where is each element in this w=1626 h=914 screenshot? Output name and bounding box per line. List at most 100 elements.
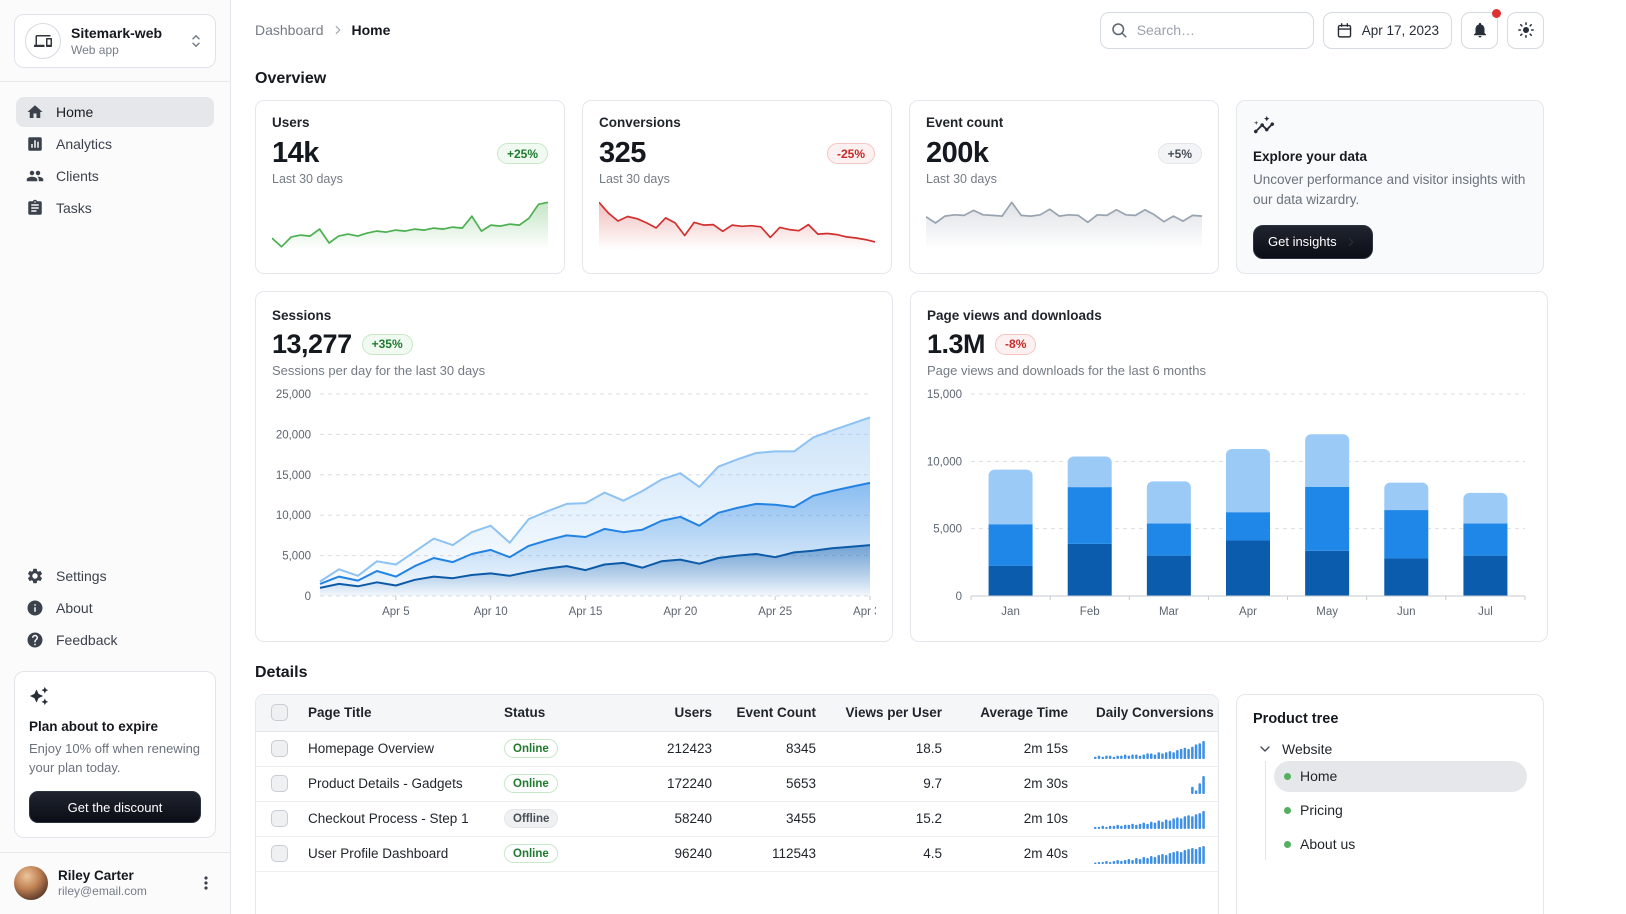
get-insights-button[interactable]: Get insights	[1253, 224, 1373, 259]
sessions-chart-card: Sessions 13,277 +35% Sessions per day fo…	[255, 290, 893, 642]
svg-text:Feb: Feb	[1080, 606, 1100, 618]
unfold-icon	[187, 32, 205, 50]
svg-text:0: 0	[956, 591, 962, 603]
col-event-count: Event Count	[736, 705, 817, 720]
svg-text:20,000: 20,000	[276, 429, 311, 441]
plan-card-title: Plan about to expire	[29, 719, 159, 735]
sidebar-item-tasks[interactable]: Tasks	[16, 193, 214, 223]
user-avatar	[14, 866, 48, 900]
tree-node-website[interactable]: Website	[1257, 741, 1527, 757]
row-checkbox[interactable]	[270, 845, 288, 862]
sidebar-divider	[0, 81, 230, 82]
sidebar-item-clients[interactable]: Clients	[16, 161, 214, 191]
cell-views-per-user: 4.5	[923, 846, 942, 861]
stat-value: 14k	[272, 137, 319, 169]
details-heading: Details	[255, 663, 308, 681]
notifications-button[interactable]	[1461, 11, 1498, 49]
get-discount-button[interactable]: Get the discount	[29, 791, 201, 823]
svg-text:15,000: 15,000	[276, 469, 311, 481]
cell-views-per-user: 9.7	[923, 776, 942, 791]
overview-heading: Overview	[255, 70, 327, 87]
cell-users: 212423	[666, 741, 712, 756]
tasks-icon	[26, 199, 44, 217]
daily-conversions-sparkline	[1084, 809, 1218, 829]
search-input[interactable]	[1099, 11, 1314, 49]
cell-average-time: 2m 15s	[1023, 741, 1068, 756]
cell-average-time: 2m 40s	[1023, 846, 1068, 861]
gear-icon	[26, 567, 44, 585]
cell-page-title: Product Details - Gadgets	[308, 776, 463, 791]
table-row: Product Details - Gadgets Online 172240 …	[256, 767, 1218, 802]
user-row: Riley Carter riley@email.com	[0, 852, 230, 902]
tree-item-home[interactable]: Home	[1274, 760, 1527, 792]
select-all-checkbox[interactable]	[270, 704, 288, 721]
tree-children: Home Pricing About us	[1265, 760, 1527, 860]
stat-card-conversions: Conversions 325 -25% Last 30 days	[582, 100, 892, 274]
pageviews-title: Page views and downloads	[927, 307, 1102, 323]
plan-card-body: Enjoy 10% off when renewing your plan to…	[29, 741, 201, 776]
main-content: Dashboard Home Apr 17, 2023	[231, 0, 1626, 914]
help-icon	[26, 631, 44, 649]
col-daily-conversions: Daily Conversions	[1096, 705, 1214, 720]
details-row: Page Title Status Users Event Count View…	[255, 693, 1544, 914]
svg-text:Apr: Apr	[1239, 606, 1257, 618]
user-name: Riley Carter	[58, 868, 134, 883]
svg-text:25,000: 25,000	[276, 389, 311, 401]
search-icon	[1110, 21, 1128, 39]
cell-views-per-user: 18.5	[915, 741, 942, 756]
svg-text:Apr 5: Apr 5	[382, 606, 410, 618]
breadcrumb-dashboard[interactable]: Dashboard	[255, 22, 324, 38]
home-icon	[26, 103, 44, 121]
sparkline-chart	[598, 196, 876, 250]
row-checkbox[interactable]	[270, 810, 288, 827]
insights-icon	[1253, 115, 1275, 137]
sparkline-chart	[271, 196, 549, 250]
calendar-icon	[1336, 22, 1353, 39]
breadcrumb: Dashboard Home	[255, 22, 390, 38]
tree-item-about-us[interactable]: About us	[1274, 829, 1527, 860]
user-menu-button[interactable]	[196, 873, 216, 893]
plan-expiry-card: Plan about to expire Enjoy 10% off when …	[14, 671, 216, 838]
svg-text:Jun: Jun	[1397, 606, 1416, 618]
row-checkbox[interactable]	[270, 775, 288, 792]
sidebar-item-feedback[interactable]: Feedback	[16, 625, 214, 655]
svg-text:Apr 15: Apr 15	[569, 606, 603, 618]
svg-text:Apr 25: Apr 25	[758, 606, 792, 618]
stat-value: 200k	[926, 137, 989, 169]
sidebar-item-home[interactable]: Home	[16, 97, 214, 127]
sidebar-item-about[interactable]: About	[16, 593, 214, 623]
tree-item-dot	[1284, 806, 1291, 814]
svg-text:5,000: 5,000	[933, 523, 962, 535]
sparkline-chart	[925, 196, 1203, 250]
row-checkbox[interactable]	[270, 740, 288, 757]
cell-page-title: Homepage Overview	[308, 741, 435, 756]
sidebar-item-settings[interactable]: Settings	[16, 561, 214, 591]
table-row: Checkout Process - Step 1 Offline 58240 …	[256, 802, 1218, 837]
explore-data-card: Explore your data Uncover performance an…	[1236, 100, 1544, 274]
status-badge: Online	[504, 844, 558, 863]
cell-event-count: 8345	[785, 741, 816, 756]
sessions-subtitle: Sessions per day for the last 30 days	[272, 362, 486, 378]
theme-toggle-button[interactable]	[1507, 11, 1544, 49]
breadcrumb-home: Home	[351, 22, 391, 38]
pageviews-trend-chip: -8%	[995, 333, 1037, 355]
svg-text:Apr 10: Apr 10	[474, 606, 508, 618]
cell-views-per-user: 15.2	[915, 811, 942, 826]
trend-chip: +5%	[1157, 143, 1202, 164]
table-row: Homepage Overview Online 212423 8345 18.…	[256, 732, 1218, 767]
date-picker-button[interactable]: Apr 17, 2023	[1322, 11, 1452, 49]
topbar: Dashboard Home Apr 17, 2023	[255, 0, 1544, 49]
tree-item-pricing[interactable]: Pricing	[1274, 795, 1527, 826]
sidebar-item-analytics[interactable]: Analytics	[16, 129, 214, 159]
stat-caption: Last 30 days	[272, 172, 343, 186]
workspace-selector[interactable]: Sitemark-web Web app	[14, 14, 216, 68]
pageviews-chart-card: Page views and downloads 1.3M -8% Page v…	[910, 290, 1548, 642]
top-controls: Apr 17, 2023	[1099, 8, 1544, 49]
sparkle-icon	[29, 686, 49, 706]
col-users: Users	[674, 705, 712, 720]
sessions-value: 13,277	[272, 328, 352, 359]
explore-card-body: Uncover performance and visitor insights…	[1253, 172, 1526, 208]
analytics-icon	[26, 135, 44, 153]
pageviews-value: 1.3M	[927, 328, 986, 359]
workspace-type: Web app	[71, 42, 119, 57]
